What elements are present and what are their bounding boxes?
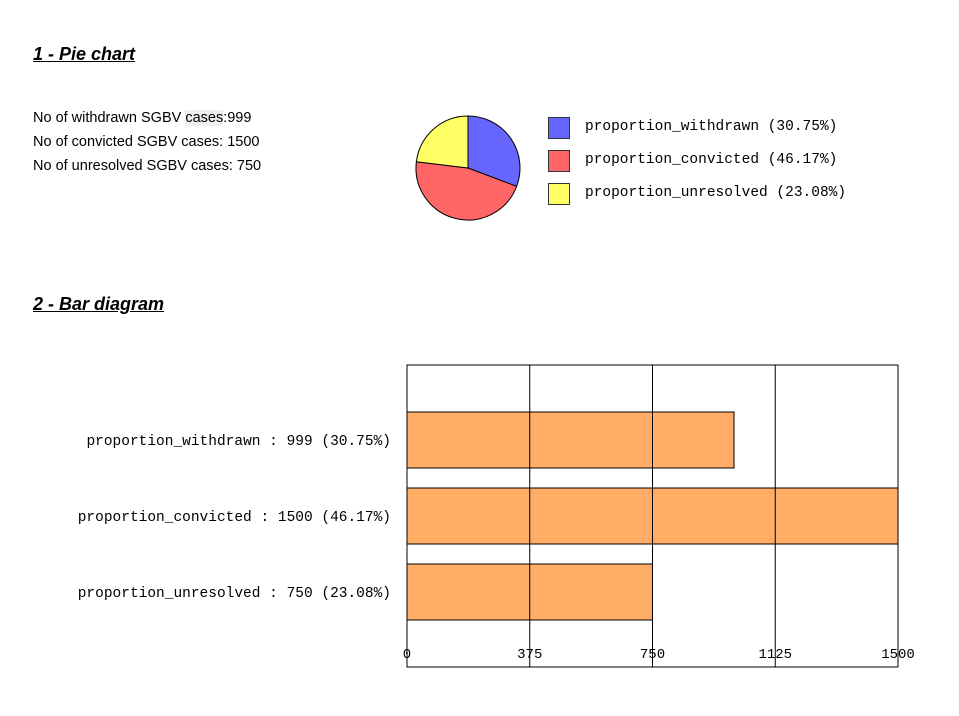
x-tick-label: 375 — [517, 647, 542, 663]
x-tick-label: 750 — [640, 647, 665, 663]
convicted-stat: No of convicted SGBV cases: 1500 — [33, 134, 260, 150]
pie-slice-unresolved — [415, 115, 469, 169]
legend-label-convicted: proportion_convicted (46.17%) — [585, 152, 838, 168]
legend-swatch-convicted — [548, 150, 570, 172]
withdrawn-stat: No of withdrawn SGBV cases:999 — [33, 110, 252, 126]
pie-chart-heading: 1 - Pie chart — [33, 44, 136, 64]
bar-withdrawn — [406, 411, 735, 469]
unresolved-stat: No of unresolved SGBV cases: 750 — [33, 158, 262, 174]
pie-slice-withdrawn — [467, 115, 521, 188]
legend-swatch-unresolved — [548, 183, 570, 205]
bar-label-convicted: proportion_convicted : 1500 (46.17%) — [78, 510, 391, 526]
bar-label-withdrawn: proportion_withdrawn : 999 (30.75%) — [86, 434, 391, 450]
legend-swatch-withdrawn — [548, 117, 570, 139]
bar-label-unresolved: proportion_unresolved : 750 (23.08%) — [78, 586, 391, 602]
pie-slice-convicted — [415, 161, 518, 221]
x-tick-label: 0 — [403, 647, 411, 663]
highlighted-word: cases — [185, 110, 224, 126]
case-stats: No of withdrawn SGBV cases:999 No of con… — [33, 106, 261, 178]
bar-diagram-heading: 2 - Bar diagram — [33, 294, 165, 314]
legend-label-withdrawn: proportion_withdrawn (30.75%) — [585, 119, 838, 135]
legend-label-unresolved: proportion_unresolved (23.08%) — [585, 185, 847, 201]
x-tick-label: 1125 — [758, 647, 792, 663]
x-tick-label: 1500 — [881, 647, 915, 663]
pie-chart — [415, 115, 521, 221]
